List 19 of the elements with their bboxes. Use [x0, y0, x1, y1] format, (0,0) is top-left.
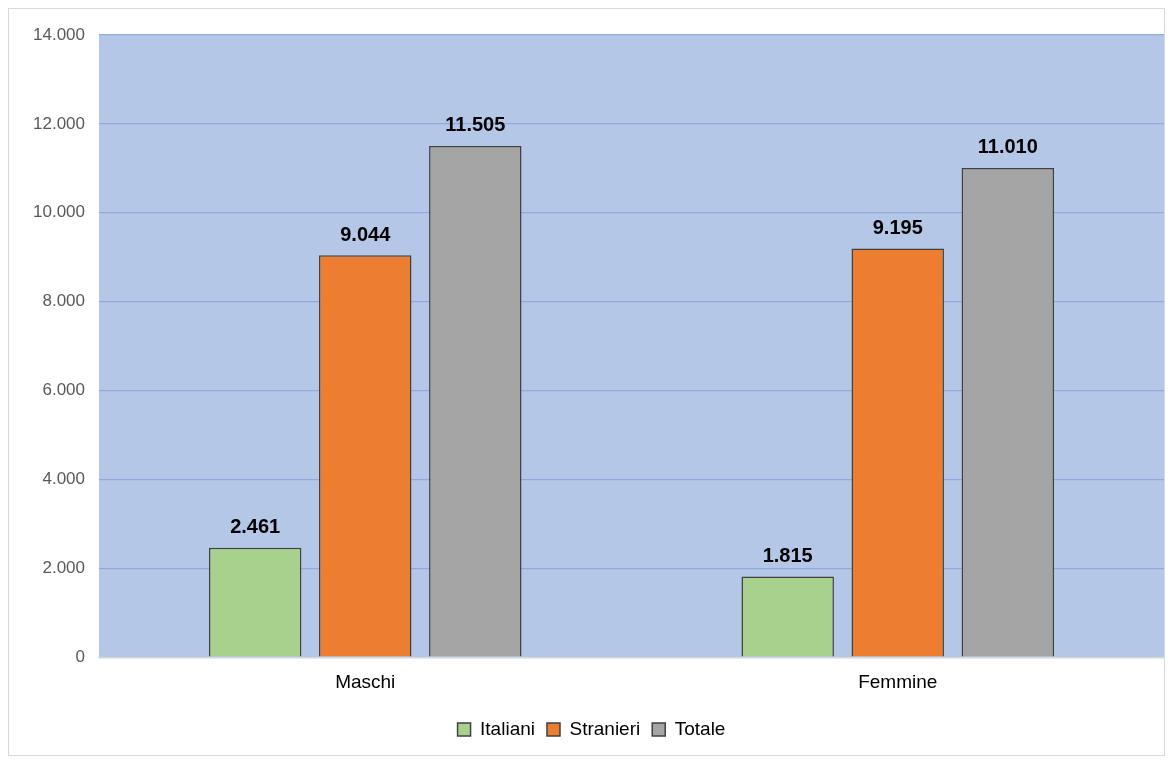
y-tick-label: 14.000: [33, 24, 85, 44]
data-label: 11.505: [445, 113, 506, 136]
y-tick-label: 2.000: [42, 558, 85, 577]
y-tick-label: 8.000: [42, 291, 85, 311]
legend-label: Italiani: [480, 717, 535, 739]
data-label: 9.044: [340, 222, 392, 245]
data-label: 9.195: [872, 216, 923, 239]
data-label: 2.461: [230, 515, 281, 538]
data-label: 1.815: [762, 544, 813, 567]
y-tick-label: 10.000: [33, 202, 85, 222]
y-tick-label: 0: [75, 646, 85, 666]
y-tick-label: 4.000: [42, 469, 85, 489]
legend-label: Totale: [674, 717, 726, 739]
y-tick-label: 12.000: [33, 113, 85, 133]
x-tick-label: Maschi: [335, 670, 396, 692]
legend-label: Stranieri: [569, 717, 641, 739]
x-tick-label: Femmine: [858, 670, 938, 692]
y-tick-label: 6.000: [42, 380, 85, 400]
data-label: 11.010: [977, 135, 1038, 158]
